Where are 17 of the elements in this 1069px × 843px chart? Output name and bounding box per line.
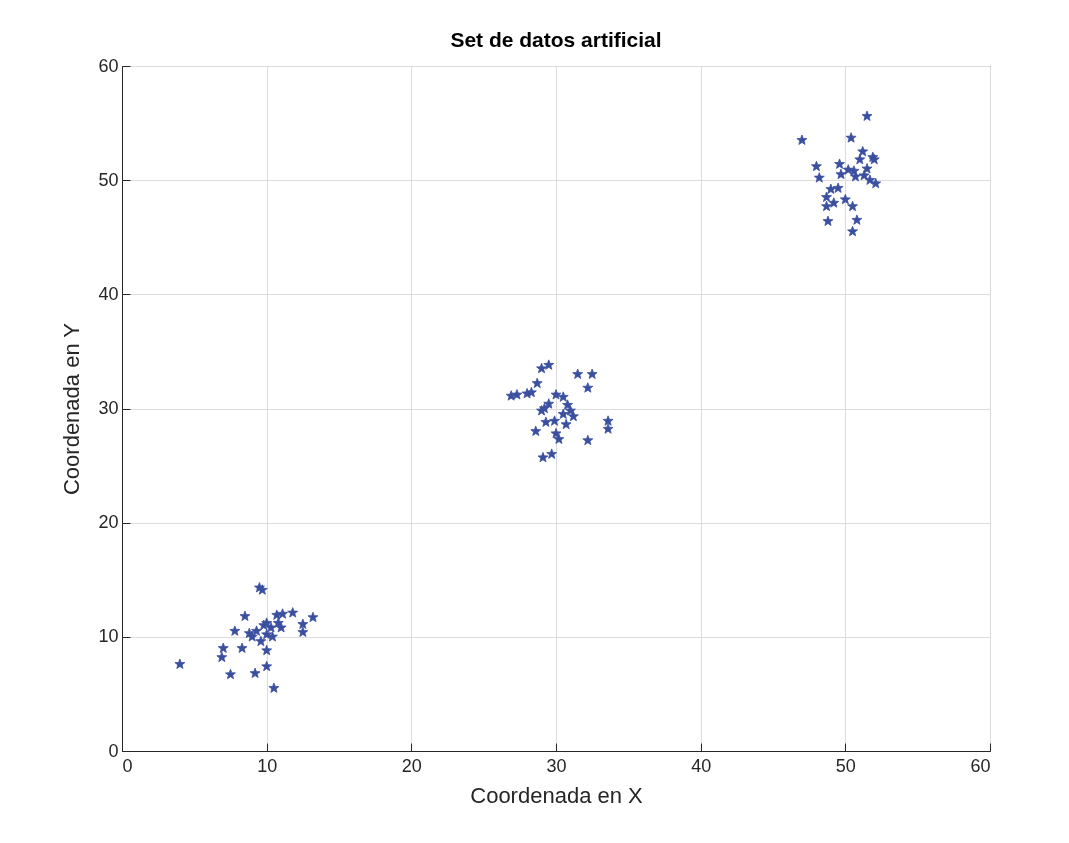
- y-axis-title: Coordenada en Y: [59, 322, 85, 496]
- x-tick-label: 50: [835, 755, 856, 776]
- chart-title: Set de datos artificial: [450, 28, 662, 51]
- y-tick-label: 40: [98, 283, 119, 304]
- x-tick-label: 30: [546, 755, 567, 776]
- x-tick-label: 10: [257, 755, 278, 776]
- y-tick-label: 60: [98, 55, 119, 76]
- x-tick-label: 20: [401, 755, 422, 776]
- x-axis-title: Coordenada en X: [470, 782, 644, 808]
- y-tick-label: 20: [98, 512, 119, 533]
- x-tick-label: 60: [970, 755, 991, 776]
- x-tick-label: 40: [691, 755, 712, 776]
- y-tick-label: 50: [98, 169, 119, 190]
- y-tick-label: 10: [98, 626, 119, 647]
- x-tick-label: 0: [122, 755, 133, 776]
- y-tick-label: 30: [98, 398, 119, 418]
- y-tick-label: 0: [108, 740, 119, 761]
